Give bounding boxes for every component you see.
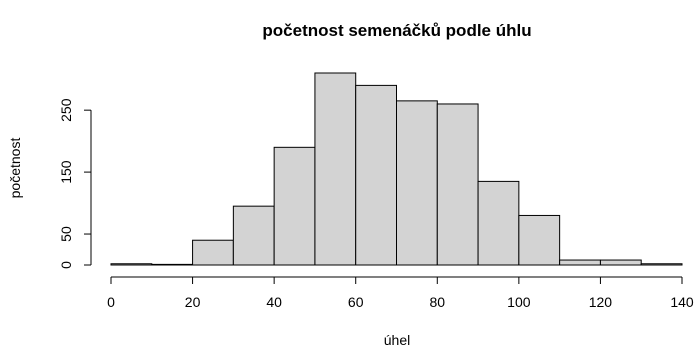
x-tick-label: 120 — [589, 294, 613, 310]
bars-group — [110, 72, 683, 266]
histogram-bar — [314, 72, 357, 266]
x-tick-label: 40 — [266, 294, 282, 310]
x-axis-label: úhel — [384, 332, 410, 348]
y-tick-label: 150 — [58, 160, 74, 184]
histogram-bar — [192, 239, 234, 266]
x-tick-label: 80 — [429, 294, 445, 310]
histogram-bar — [640, 263, 683, 266]
histogram-bar — [273, 146, 316, 266]
histogram-bar — [232, 205, 275, 266]
x-tick-label: 0 — [107, 294, 115, 310]
y-axis-label: početnost — [7, 138, 23, 199]
y-tick-label: 250 — [58, 98, 74, 122]
x-tick-label: 140 — [670, 294, 694, 310]
histogram-bar — [436, 103, 479, 266]
y-tick-label: 50 — [58, 226, 74, 242]
histogram-bar — [151, 263, 194, 266]
histogram-bar — [477, 180, 520, 266]
x-tick-label: 100 — [507, 294, 531, 310]
x-tick-label: 20 — [185, 294, 201, 310]
histogram-bar — [396, 100, 438, 266]
y-ticks-group: 0 50 150 250 — [58, 98, 91, 269]
histogram-bar — [559, 259, 601, 266]
histogram-bar — [110, 263, 153, 266]
x-tick-label: 60 — [348, 294, 364, 310]
histogram-bar — [518, 214, 561, 266]
chart-title: početnost semenáčků podle úhlu — [262, 21, 531, 40]
histogram-bar — [355, 84, 398, 266]
y-tick-label: 0 — [58, 261, 74, 269]
histogram-bar — [599, 259, 642, 266]
x-ticks-group: 0 20 40 60 80 100 120 140 — [107, 277, 694, 310]
